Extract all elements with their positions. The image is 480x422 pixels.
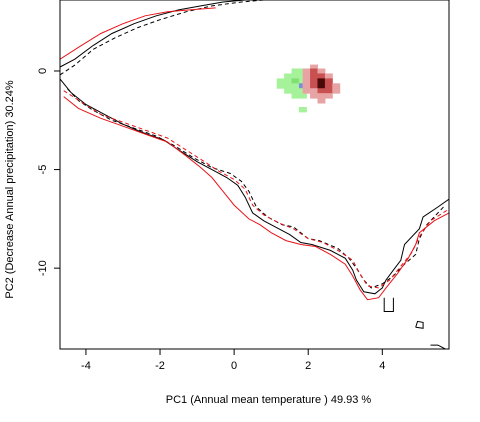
density-grid: [276, 64, 341, 113]
y-axis-label: PC2 (Decrease Annual precipitation) 30.2…: [4, 80, 16, 299]
density-cell: [310, 64, 318, 71]
density-cell: [310, 68, 318, 74]
density-cell: [302, 78, 311, 84]
density-cell: [302, 73, 311, 79]
contour-black-solid: [60, 0, 246, 68]
density-cell: [284, 78, 293, 84]
y-axis: 0 -5 -10: [37, 68, 60, 276]
density-cell: [317, 73, 326, 79]
x-tick-label: -4: [81, 360, 91, 372]
density-cell: [332, 88, 341, 94]
density-cell: [291, 68, 300, 74]
density-cell: [317, 78, 326, 84]
density-cell: [291, 93, 300, 99]
contour-black-solid: [383, 297, 394, 312]
density-cell: [310, 73, 318, 79]
contour-lines: [60, 0, 449, 349]
density-cell: [284, 83, 293, 89]
density-cell: [291, 83, 300, 89]
y-tick-label: 0: [37, 68, 49, 74]
density-cell: [284, 88, 293, 94]
density-cell: [317, 83, 326, 89]
density-cell: [324, 88, 333, 94]
density-cell: [291, 73, 300, 79]
density-cell: [324, 78, 333, 84]
density-cell: [298, 106, 307, 113]
density-cell: [302, 68, 311, 74]
contour-red-solid: [63, 96, 449, 301]
density-cell: [284, 73, 293, 79]
density-cell: [310, 88, 318, 94]
contour-black-solid: [60, 78, 449, 295]
x-axis: -4 -2 0 2 4: [81, 349, 385, 372]
density-cell: [291, 88, 300, 94]
contour-red-solid: [60, 7, 216, 60]
density-cell: [276, 78, 285, 84]
contour-red-dashed: [63, 90, 449, 289]
contour-black-solid: [415, 320, 424, 329]
density-cell: [310, 83, 318, 89]
density-cell: [302, 83, 311, 89]
density-cell: [324, 83, 333, 89]
density-cell: [276, 83, 285, 89]
x-tick-label: 0: [231, 360, 237, 372]
density-cell: [310, 93, 318, 99]
density-cell: [302, 88, 311, 94]
density-cell: [317, 68, 326, 74]
x-tick-label: -2: [155, 360, 165, 372]
contour-black-solid: [430, 344, 446, 349]
contour-black-dashed: [60, 0, 264, 76]
plot-frame: [59, 0, 450, 350]
density-cell: [310, 78, 318, 84]
x-tick-label: 2: [305, 360, 311, 372]
density-cell: [317, 88, 326, 94]
density-cell: [317, 98, 326, 104]
x-tick-label: 4: [379, 360, 385, 372]
contour-black-dashed: [67, 88, 446, 289]
density-cell: [298, 93, 307, 99]
density-cell: [291, 78, 300, 84]
density-cell: [324, 93, 333, 99]
density-cell: [317, 93, 326, 99]
density-cell: [332, 83, 341, 89]
y-tick-label: -10: [37, 260, 49, 276]
density-cell: [324, 73, 333, 79]
x-axis-label: PC1 (Annual mean temperature ) 49.93 %: [166, 394, 372, 406]
y-tick-label: -5: [37, 165, 49, 175]
